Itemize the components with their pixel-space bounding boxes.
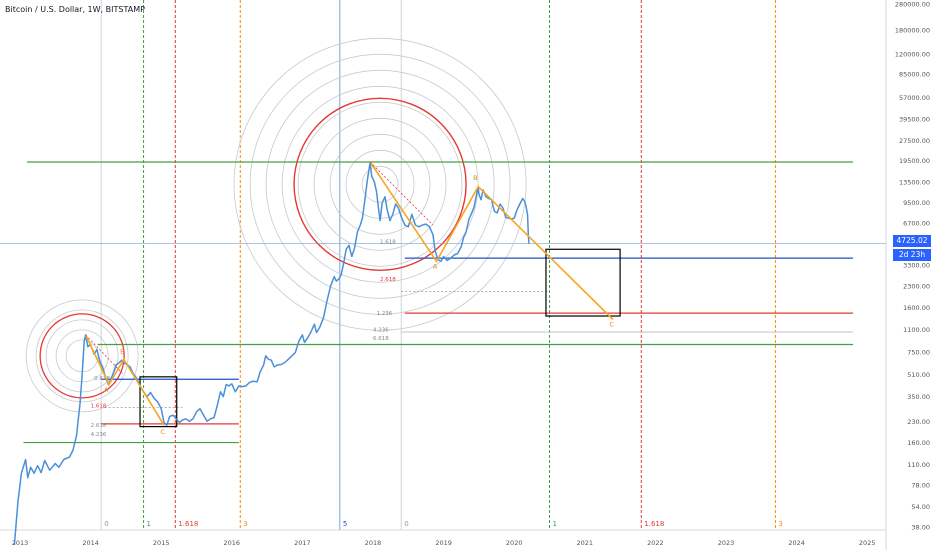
fib-level-label: 1.236 (377, 311, 393, 317)
fib-level-label: 1.618 (91, 404, 107, 410)
y-tick-label: 27500.00 (899, 137, 930, 145)
wave-label: A (433, 262, 438, 270)
wave-label: B (473, 174, 477, 182)
y-tick-label: 57000.00 (899, 94, 930, 102)
time-fib-label: 1.618 (178, 520, 198, 528)
fib-circle (297, 101, 463, 267)
x-tick-label: 2015 (153, 539, 170, 547)
y-tick-label: 510.00 (907, 371, 930, 379)
time-fib-label: 1 (147, 520, 151, 528)
fib-circle (345, 149, 415, 219)
x-tick-label: 2017 (294, 539, 311, 547)
x-tick-label: 2025 (859, 539, 876, 547)
y-tick-label: 1100.00 (903, 326, 930, 334)
time-fib-label: 0 (404, 520, 408, 528)
countdown-badge: 2d 23h (893, 249, 931, 261)
wave-label: A (104, 386, 109, 394)
fib-circle-red (293, 97, 467, 271)
x-tick-label: 2023 (718, 539, 735, 547)
x-tick-label: 2022 (647, 539, 664, 547)
x-tick-label: 2019 (435, 539, 452, 547)
y-tick-label: 280000.00 (895, 1, 930, 9)
fib-level-label: 2.618 (380, 277, 396, 283)
x-tick-label: 2021 (577, 539, 594, 547)
fib-circle (45, 319, 119, 393)
time-fib-label: 3 (243, 520, 247, 528)
time-fib-label: 1.618 (644, 520, 664, 528)
x-tick-label: 2013 (12, 539, 29, 547)
wave-label: B (120, 347, 124, 355)
x-tick-label: 2018 (365, 539, 382, 547)
time-fib-label: 1 (553, 520, 557, 528)
y-tick-label: 54.00 (911, 503, 930, 511)
y-tick-label: 350.00 (907, 393, 930, 401)
y-tick-label: 3300.00 (903, 261, 930, 269)
wave-line (369, 161, 614, 321)
fib-circle-red (39, 313, 125, 399)
trend-line (85, 334, 123, 374)
fib-circle (233, 37, 527, 331)
fib-circle (35, 309, 129, 403)
fib-level-label: 4.236 (373, 327, 389, 333)
x-tick-label: 2016 (224, 539, 241, 547)
y-tick-label: 180000.00 (895, 26, 930, 34)
fib-level-label: 6.618 (373, 336, 389, 342)
x-tick-label: 2014 (82, 539, 99, 547)
wave-line (84, 334, 165, 426)
fib-level-label: 4.236 (91, 432, 107, 438)
fib-circle (25, 299, 139, 413)
trend-line (369, 161, 434, 226)
y-tick-label: 2300.00 (903, 283, 930, 291)
fib-level-label: 1.618 (380, 240, 396, 246)
fib-circle (329, 133, 431, 235)
y-tick-label: 160.00 (907, 439, 930, 447)
wave-label: C (609, 321, 614, 329)
y-tick-label: 85000.00 (899, 71, 930, 79)
target-box (545, 248, 621, 317)
fib-circle (249, 53, 511, 315)
fib-level-label: 2.618 (91, 423, 107, 429)
fib-circle (265, 69, 495, 299)
y-tick-label: 6700.00 (903, 220, 930, 228)
target-box (139, 376, 178, 428)
x-tick-label: 2020 (506, 539, 523, 547)
fib-circle (361, 165, 399, 203)
time-fib-label: 5 (343, 520, 347, 528)
y-tick-label: 39500.00 (899, 116, 930, 124)
y-tick-label: 1600.00 (903, 304, 930, 312)
y-tick-label: 750.00 (907, 348, 930, 356)
y-tick-label: 230.00 (907, 418, 930, 426)
y-tick-label: 9500.00 (903, 199, 930, 207)
time-fib-label: 3 (778, 520, 782, 528)
chart-title: Bitcoin / U.S. Dollar, 1W, BITSTAMP (5, 5, 145, 14)
wave-label: C (160, 428, 165, 436)
time-fib-label: 0 (104, 520, 108, 528)
x-tick-label: 2024 (788, 539, 805, 547)
y-tick-label: 38.00 (911, 524, 930, 532)
fib-circle (281, 85, 479, 283)
fib-circle (313, 117, 447, 251)
current-price-badge: 4725.02 (893, 235, 931, 247)
y-tick-label: 13500.00 (899, 179, 930, 187)
y-tick-label: 19500.00 (899, 157, 930, 165)
y-tick-label: 120000.00 (895, 50, 930, 58)
y-tick-label: 78.00 (911, 481, 930, 489)
y-tick-label: 110.00 (907, 461, 930, 469)
fib-level-label: 0.618 (94, 376, 110, 382)
